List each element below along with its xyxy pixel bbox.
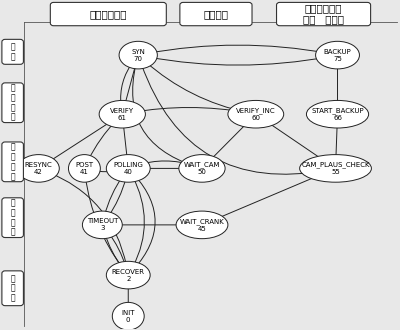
Text: 初
始
化: 初 始 化	[10, 274, 15, 303]
Text: VERIFY_INC
60: VERIFY_INC 60	[236, 107, 276, 121]
Text: 事
件
控
制: 事 件 控 制	[10, 143, 15, 181]
Text: 同
步
验
证: 同 步 验 证	[10, 84, 15, 122]
Ellipse shape	[316, 41, 360, 69]
Ellipse shape	[82, 211, 122, 239]
FancyBboxPatch shape	[50, 2, 166, 26]
Ellipse shape	[18, 155, 59, 182]
Ellipse shape	[119, 41, 157, 69]
Text: WAIT_CRANK
45: WAIT_CRANK 45	[180, 218, 224, 232]
Ellipse shape	[179, 155, 225, 182]
Text: VERIFY
61: VERIFY 61	[110, 108, 134, 121]
Text: BACKUP
75: BACKUP 75	[324, 49, 351, 62]
Text: POLLING
40: POLLING 40	[113, 162, 143, 175]
Text: START_BACKUP
66: START_BACKUP 66	[311, 107, 364, 121]
Text: POST
41: POST 41	[75, 162, 94, 175]
Ellipse shape	[112, 302, 144, 330]
Text: 同
步: 同 步	[10, 43, 15, 61]
Ellipse shape	[106, 155, 150, 182]
Text: RESYNC
42: RESYNC 42	[25, 162, 52, 175]
Ellipse shape	[306, 100, 369, 128]
Text: 模式过渡: 模式过渡	[204, 9, 228, 19]
FancyBboxPatch shape	[276, 2, 371, 26]
FancyBboxPatch shape	[2, 83, 24, 122]
Text: 同步工作模式: 同步工作模式	[90, 9, 127, 19]
Text: SYN
70: SYN 70	[131, 49, 145, 62]
FancyBboxPatch shape	[180, 2, 252, 26]
Ellipse shape	[176, 211, 228, 239]
Ellipse shape	[106, 261, 150, 289]
Text: 单独工作模式
曲轴   凸轮轴: 单独工作模式 曲轴 凸轮轴	[303, 4, 344, 24]
Text: CAM_PLAUS_CHECK
55: CAM_PLAUS_CHECK 55	[301, 161, 370, 175]
FancyBboxPatch shape	[2, 39, 24, 64]
Text: INIT
0: INIT 0	[122, 310, 135, 323]
FancyBboxPatch shape	[2, 271, 24, 306]
FancyBboxPatch shape	[2, 142, 24, 182]
Ellipse shape	[300, 155, 372, 182]
Ellipse shape	[99, 100, 145, 128]
Ellipse shape	[68, 155, 100, 182]
FancyBboxPatch shape	[2, 198, 24, 238]
Ellipse shape	[228, 100, 284, 128]
Text: WAIT_CAM
50: WAIT_CAM 50	[184, 161, 220, 175]
Text: RECOVER
2: RECOVER 2	[112, 269, 145, 281]
Text: 时
间
控
制: 时 间 控 制	[10, 199, 15, 237]
Text: TIMEOUT
3: TIMEOUT 3	[87, 218, 118, 231]
